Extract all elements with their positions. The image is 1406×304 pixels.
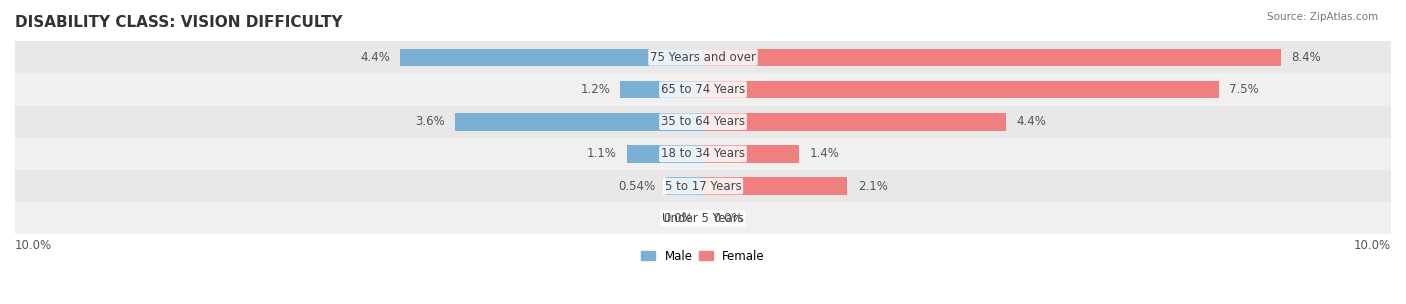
Bar <box>703 81 1219 98</box>
Text: 0.0%: 0.0% <box>664 212 693 225</box>
Text: 10.0%: 10.0% <box>15 239 52 252</box>
Text: 75 Years and over: 75 Years and over <box>650 51 756 64</box>
Text: 8.4%: 8.4% <box>1291 51 1322 64</box>
Text: 5 to 17 Years: 5 to 17 Years <box>665 180 741 193</box>
Text: 1.1%: 1.1% <box>588 147 617 161</box>
Bar <box>456 113 703 131</box>
Bar <box>15 202 1391 234</box>
Text: 3.6%: 3.6% <box>415 115 446 128</box>
Text: 18 to 34 Years: 18 to 34 Years <box>661 147 745 161</box>
Bar <box>15 41 1391 74</box>
Bar <box>15 170 1391 202</box>
Bar <box>703 113 1005 131</box>
Text: DISABILITY CLASS: VISION DIFFICULTY: DISABILITY CLASS: VISION DIFFICULTY <box>15 15 343 30</box>
Text: 0.0%: 0.0% <box>713 212 742 225</box>
Text: 1.4%: 1.4% <box>810 147 839 161</box>
Bar <box>703 145 800 163</box>
Bar <box>15 106 1391 138</box>
Bar <box>627 145 703 163</box>
Bar <box>703 177 848 195</box>
Text: 4.4%: 4.4% <box>1017 115 1046 128</box>
Text: 0.54%: 0.54% <box>619 180 655 193</box>
Legend: Male, Female: Male, Female <box>637 245 769 268</box>
Text: 10.0%: 10.0% <box>1354 239 1391 252</box>
Text: 65 to 74 Years: 65 to 74 Years <box>661 83 745 96</box>
Text: Source: ZipAtlas.com: Source: ZipAtlas.com <box>1267 12 1378 22</box>
Bar <box>401 49 703 66</box>
Text: 7.5%: 7.5% <box>1229 83 1258 96</box>
Text: 2.1%: 2.1% <box>858 180 887 193</box>
Bar <box>15 74 1391 106</box>
Bar <box>703 49 1281 66</box>
Text: Under 5 Years: Under 5 Years <box>662 212 744 225</box>
Text: 4.4%: 4.4% <box>360 51 389 64</box>
Bar <box>15 138 1391 170</box>
Text: 35 to 64 Years: 35 to 64 Years <box>661 115 745 128</box>
Bar <box>666 177 703 195</box>
Text: 1.2%: 1.2% <box>581 83 610 96</box>
Bar <box>620 81 703 98</box>
